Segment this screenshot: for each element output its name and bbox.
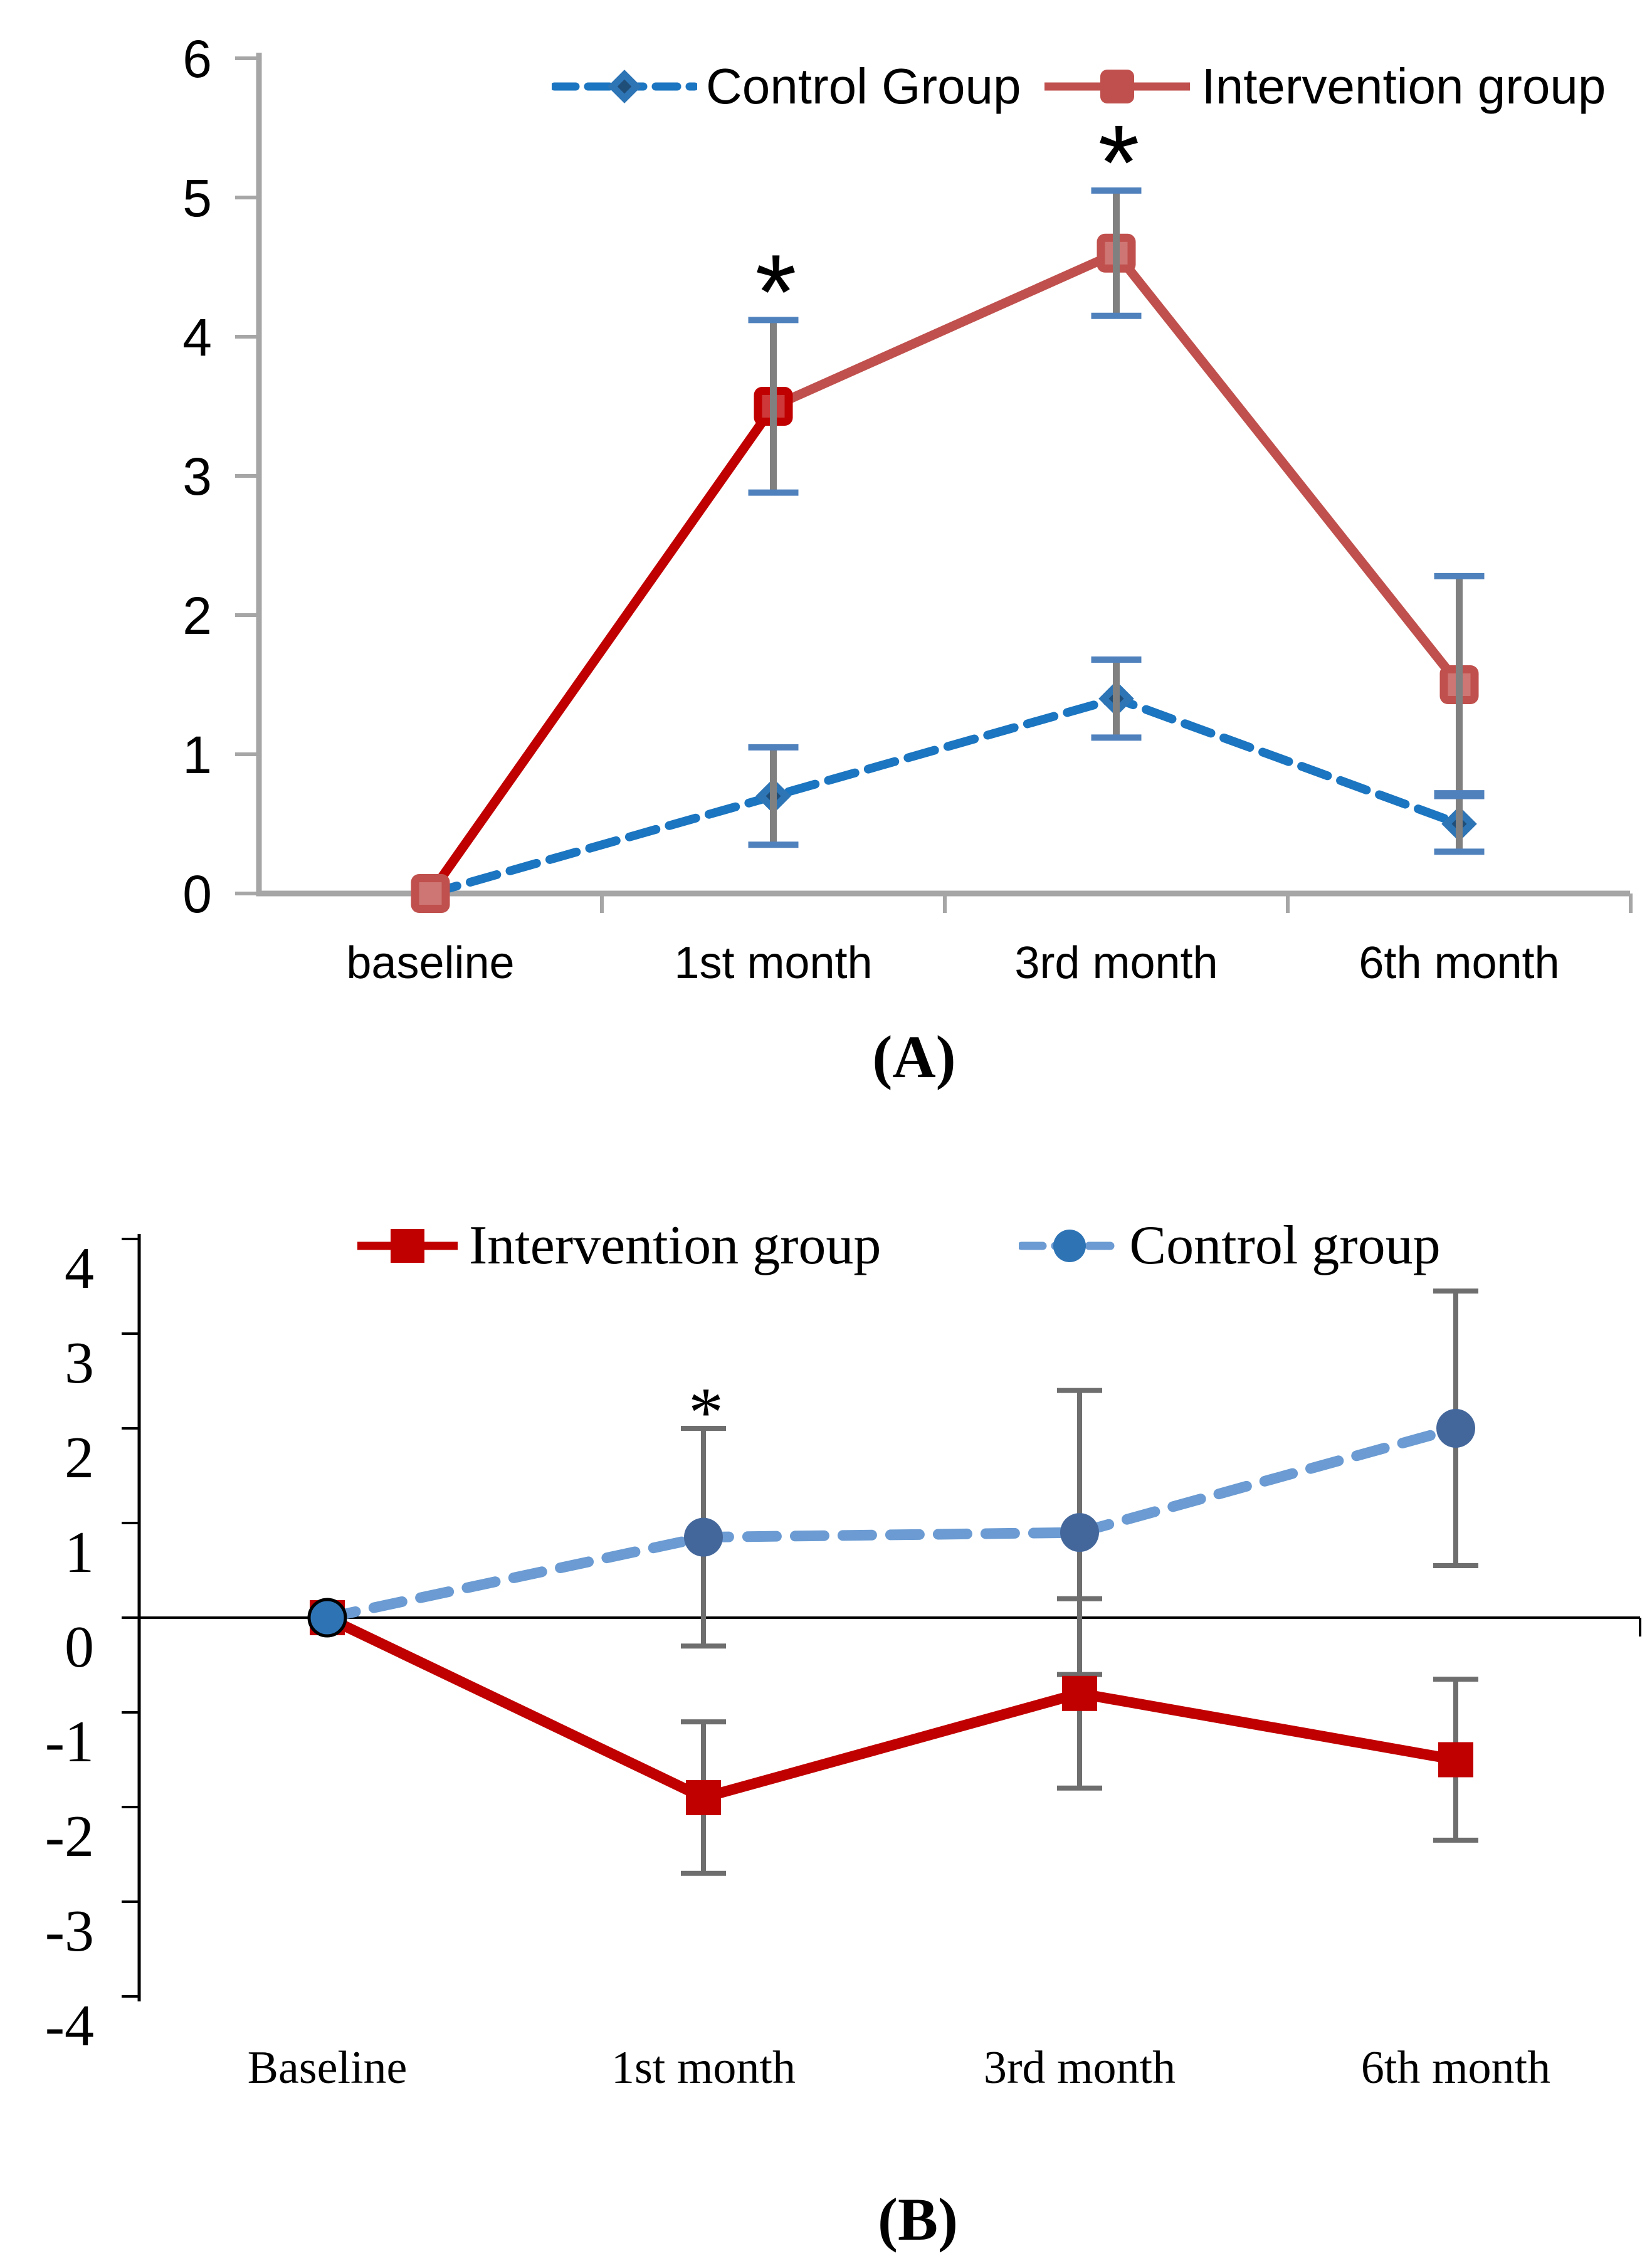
panel-a-caption: (A) — [872, 1023, 956, 1090]
circle-marker — [1060, 1513, 1099, 1552]
x-category-label: 3rd month — [1014, 938, 1218, 988]
y-tick-label: -2 — [45, 1804, 94, 1869]
legend-panel-a: Control Group Intervention group — [552, 55, 1606, 118]
legend-item-intervention-group-a: Intervention group — [1042, 55, 1606, 118]
legend-item-control-group-a: Control Group — [552, 55, 1021, 118]
series-line-segment — [426, 403, 777, 897]
y-tick-label: 1 — [65, 1520, 94, 1585]
y-tick-label: -1 — [45, 1709, 94, 1774]
legend-label-intervention-group-b: Intervention group — [469, 1215, 881, 1276]
series-line — [325, 1613, 1457, 1803]
square-marker — [1062, 1675, 1097, 1711]
y-tick-label: 0 — [65, 1615, 94, 1680]
legend-panel-b: Intervention group Control group — [355, 1211, 1441, 1280]
y-tick-label: 3 — [182, 447, 212, 506]
circle-marker — [684, 1517, 723, 1557]
square-marker — [1438, 1742, 1473, 1778]
circle-marker — [1436, 1409, 1475, 1448]
intervention-group-line-square-swatch-icon — [1044, 70, 1191, 103]
x-category-label: 6th month — [1359, 938, 1559, 988]
series-line — [426, 693, 1464, 898]
panel-B: 4 3 2 1 0 -1 -2 -3 -4 Baseline 1st month 3rd month 6… — [45, 1234, 1641, 2094]
square-marker — [411, 874, 450, 913]
square-marker-inner — [419, 882, 442, 905]
y-tick-label: -4 — [45, 1993, 94, 2058]
panel-A: 0 1 2 3 4 5 6 baseline 1st month 3rd month 6th mon… — [182, 29, 1633, 988]
y-tick-label: 4 — [182, 308, 212, 367]
legend-label-intervention-group-a: Intervention group — [1201, 58, 1606, 114]
intervention-group-line-square-swatch-icon — [357, 1229, 458, 1263]
legend-label-control-group-b: Control group — [1129, 1215, 1441, 1276]
legend-item-control-group-b: Control group — [1019, 1211, 1441, 1280]
y-tick-label: 2 — [65, 1425, 94, 1490]
legend-square-marker-icon — [1100, 70, 1135, 103]
y-tick-label: 2 — [182, 586, 212, 645]
significance-asterisk: * — [1098, 103, 1139, 223]
circle-marker — [307, 1598, 347, 1638]
significance-asterisk: * — [688, 1374, 723, 1452]
series-line — [322, 1423, 1461, 1623]
panel-b-caption: (B) — [878, 2186, 958, 2253]
x-category-label: baseline — [346, 938, 514, 988]
y-tick-label: 0 — [182, 865, 212, 924]
x-category-label: 1st month — [611, 2042, 796, 2094]
legend-label-control-group-a: Control Group — [706, 58, 1021, 114]
y-tick-label: 5 — [182, 169, 212, 228]
y-tick-label: 1 — [182, 725, 212, 784]
legend-square-marker-icon — [391, 1229, 424, 1263]
x-category-label: 1st month — [674, 938, 872, 988]
control-group-dashed-circle-swatch-icon — [1019, 1230, 1121, 1262]
legend-item-intervention-group-b: Intervention group — [355, 1211, 881, 1280]
control-group-dashed-diamond-swatch-icon — [552, 70, 697, 103]
y-tick-label: 6 — [182, 29, 212, 88]
y-tick-label: 4 — [65, 1236, 94, 1301]
y-tick-label: 3 — [65, 1331, 94, 1396]
y-tick-label: -3 — [45, 1899, 94, 1964]
series-line-segment — [1112, 250, 1463, 688]
square-marker — [686, 1779, 721, 1815]
significance-asterisk: * — [755, 233, 796, 352]
x-category-label: Baseline — [248, 2042, 408, 2094]
legend-circle-marker-icon — [1053, 1230, 1086, 1262]
x-category-label: 3rd month — [984, 2042, 1176, 2094]
series-line-segment — [771, 248, 1118, 411]
x-category-label: 6th month — [1361, 2042, 1550, 2094]
